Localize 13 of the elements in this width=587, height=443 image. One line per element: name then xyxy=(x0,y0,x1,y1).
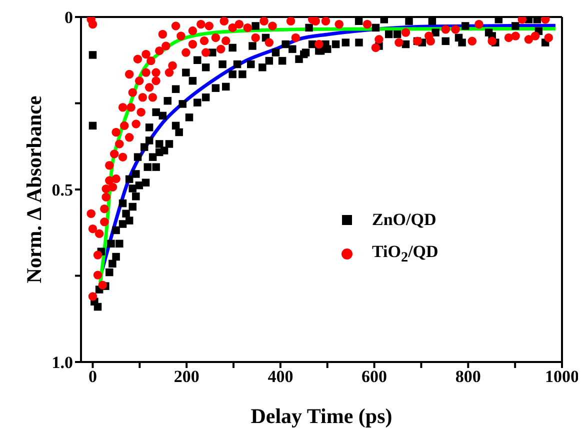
x-tick-label: 600 xyxy=(362,367,388,386)
y-tick-label: 1.0 xyxy=(52,353,73,372)
legend-label: ZnO/QD xyxy=(372,210,436,230)
y-tick-label: 0 xyxy=(64,8,73,28)
x-axis-title: Delay Time (ps) xyxy=(250,404,392,428)
y-axis-title: Norm. Δ Absorbance xyxy=(22,96,46,284)
x-tick-label: 800 xyxy=(455,367,481,386)
y-tick-label: 0.5 xyxy=(52,180,73,200)
x-tick-label: 400 xyxy=(268,367,294,386)
x-tick-label: 1000 xyxy=(545,367,579,386)
x-tick-label: 0 xyxy=(88,367,97,386)
x-tick-label: 200 xyxy=(174,367,200,386)
legend-label: TiO$_{2}$/QD xyxy=(372,242,438,266)
